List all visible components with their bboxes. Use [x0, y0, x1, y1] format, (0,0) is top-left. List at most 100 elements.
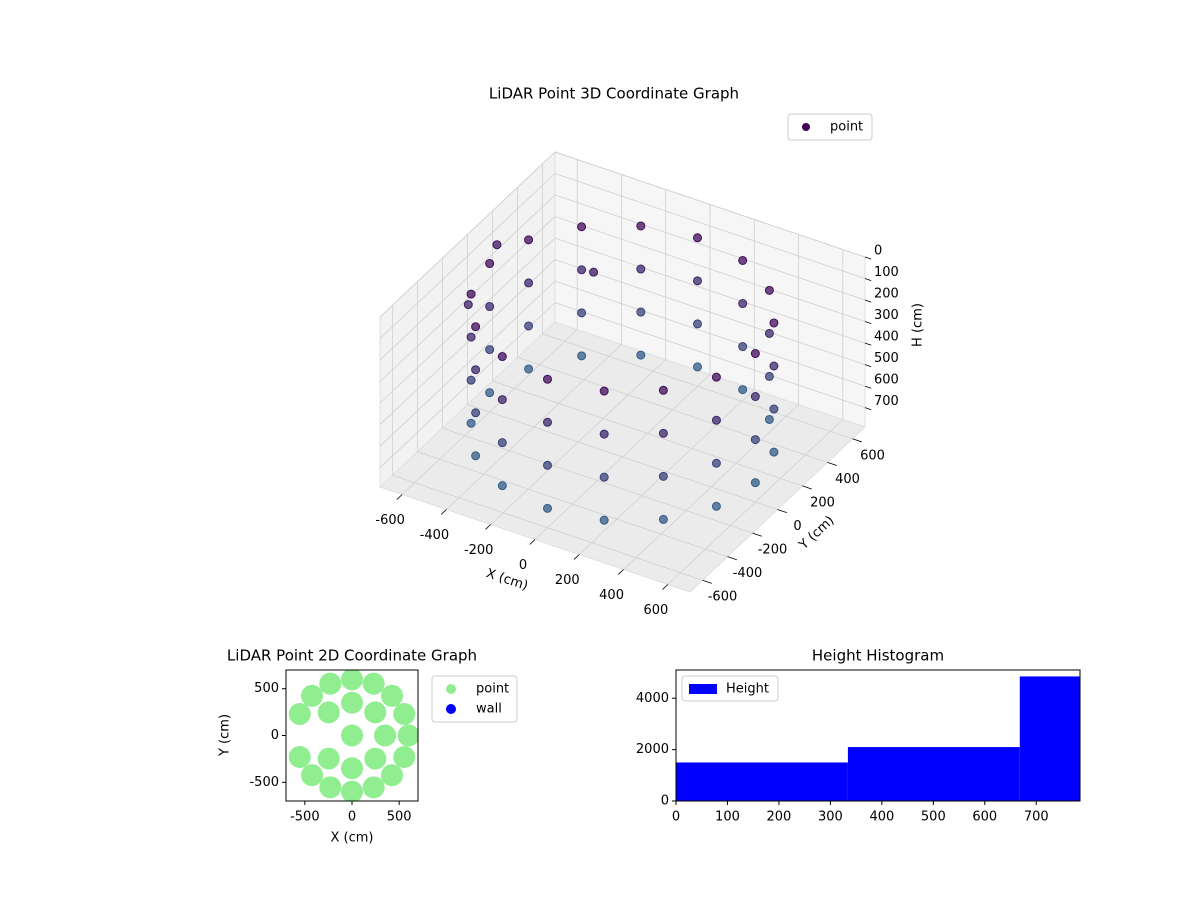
point [319, 776, 342, 799]
tick-mark [752, 532, 762, 537]
legend-label: wall [476, 702, 502, 717]
z-axis-label: H (cm) [911, 303, 926, 347]
point [711, 372, 721, 382]
point [341, 670, 363, 691]
point [471, 451, 481, 461]
z-tick-label: 100 [874, 265, 899, 280]
point [393, 702, 416, 725]
tick-mark [864, 256, 872, 260]
point [485, 345, 495, 355]
legend-box [787, 113, 873, 141]
point [301, 684, 324, 707]
legend-marker [446, 704, 456, 714]
tick-mark [864, 385, 872, 389]
z-tick-label: 400 [874, 330, 899, 345]
point [362, 672, 385, 695]
y-tick-label: 4000 [636, 691, 669, 706]
point [769, 318, 779, 328]
plot-area [288, 670, 418, 801]
x-tick-label: -500 [290, 810, 320, 825]
tick-mark [864, 278, 872, 281]
tick-mark [529, 539, 536, 545]
point [364, 701, 387, 724]
point [577, 265, 587, 275]
point [374, 724, 396, 747]
x-tick-label: 200 [767, 810, 792, 825]
grid-line [379, 280, 556, 447]
point [577, 351, 587, 361]
x-tick-label: 0 [348, 810, 356, 825]
point [317, 747, 340, 770]
legend-box [681, 675, 779, 702]
point [317, 701, 340, 724]
x-tick-label: 600 [643, 603, 668, 618]
tick-mark [864, 299, 872, 303]
grid-line [554, 173, 866, 279]
point [764, 285, 774, 295]
point [769, 447, 779, 457]
point [466, 375, 476, 385]
point [738, 385, 748, 395]
z-tick-label: 300 [874, 308, 899, 323]
y-tick-label: -400 [733, 566, 763, 581]
z-tick-label: 500 [874, 351, 899, 366]
chart-title: LiDAR Point 2D Coordinate Graph [227, 647, 477, 665]
legend-label: Height [726, 682, 769, 697]
grid-line [379, 216, 556, 382]
tick-mark [852, 438, 862, 443]
grid-line [442, 427, 753, 534]
x-tick-label: 600 [972, 810, 997, 825]
y-tick-label: 0 [271, 728, 279, 743]
point [738, 299, 748, 309]
tick-mark [662, 584, 669, 590]
point [764, 371, 774, 381]
tick-mark [396, 494, 403, 500]
y-tick-label: 400 [835, 472, 860, 487]
point [463, 300, 473, 310]
x-tick-label: 100 [715, 810, 740, 825]
x-tick-label: 500 [921, 810, 946, 825]
point [524, 278, 534, 288]
tick-mark [827, 461, 837, 466]
grid-line [554, 302, 866, 409]
point [658, 428, 668, 438]
point [497, 395, 507, 405]
grid-line [379, 302, 556, 468]
point [658, 471, 668, 481]
y-tick-label: 500 [254, 681, 279, 696]
tick-mark [618, 569, 624, 575]
point [636, 307, 646, 317]
point [288, 746, 311, 769]
point [364, 747, 387, 770]
tick-mark [864, 407, 872, 411]
point [485, 259, 495, 269]
y-tick-label: 600 [860, 448, 885, 463]
x-tick-label: 0 [672, 810, 680, 825]
grid-line [554, 259, 866, 365]
point [636, 350, 646, 360]
tick-mark [485, 524, 491, 530]
x-tick-label: 0 [519, 558, 527, 573]
grid-line [392, 474, 703, 581]
point [738, 255, 748, 265]
point [466, 332, 476, 342]
point [750, 435, 760, 445]
point [341, 691, 363, 714]
tick-mark [702, 579, 712, 584]
tick-mark [864, 364, 872, 368]
point [599, 472, 609, 482]
grid-line [554, 280, 866, 387]
legend-label: point [476, 682, 509, 697]
y-tick-label: 2000 [636, 742, 669, 757]
point [341, 757, 363, 780]
grid-line [542, 333, 853, 440]
legend-label: point [830, 120, 863, 135]
point [636, 264, 646, 274]
point [492, 240, 502, 250]
point [711, 501, 721, 511]
point [750, 392, 760, 402]
x-tick-label: -600 [375, 513, 405, 528]
z-tick-label: 700 [874, 394, 899, 409]
y-tick-label: -500 [249, 775, 279, 790]
